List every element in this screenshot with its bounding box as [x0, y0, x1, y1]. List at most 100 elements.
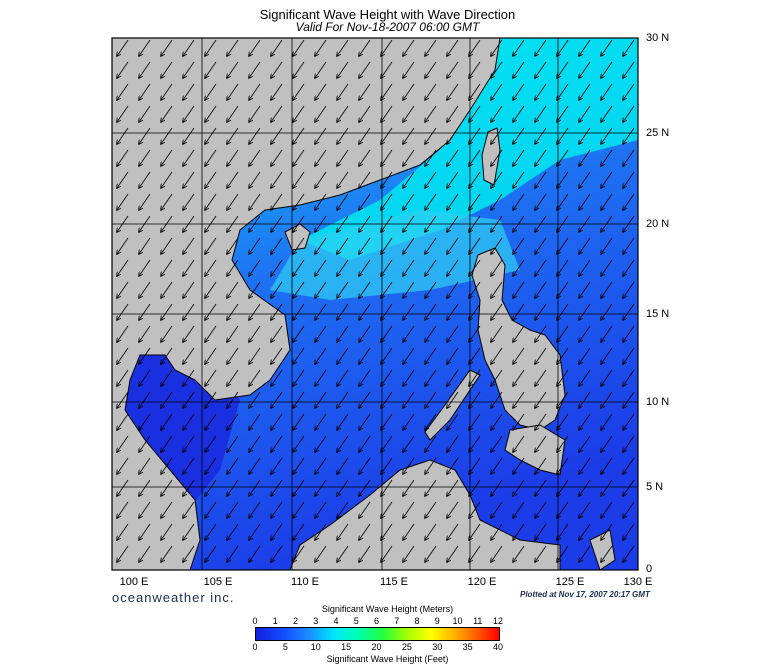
wave-direction-arrow: [161, 259, 173, 276]
wave-direction-arrow: [403, 83, 415, 100]
wave-direction-arrow: [535, 237, 547, 254]
wave-direction-arrow: [403, 303, 415, 320]
wave-direction-arrow: [623, 193, 635, 210]
lat-label-15n: 15 N: [646, 308, 670, 320]
wave-direction-arrow: [513, 237, 525, 254]
wave-direction-arrow: [117, 149, 129, 166]
wave-direction-arrow: [161, 149, 173, 166]
wave-direction-arrow: [161, 479, 173, 496]
wave-direction-arrow: [535, 171, 547, 188]
wave-direction-arrow: [271, 545, 283, 562]
wave-direction-arrow: [205, 237, 217, 254]
wave-direction-arrow: [205, 479, 217, 496]
wave-direction-arrow: [513, 545, 525, 562]
wave-direction-arrow: [359, 435, 371, 452]
wave-direction-arrow: [293, 171, 305, 188]
wave-direction-arrow: [623, 457, 635, 474]
wave-direction-arrow: [227, 369, 239, 386]
wave-direction-arrow: [381, 237, 393, 254]
wave-direction-arrow: [293, 215, 305, 232]
wave-direction-arrow: [161, 413, 173, 430]
wave-direction-arrow: [513, 413, 525, 430]
wave-direction-arrow: [557, 149, 569, 166]
wave-direction-arrow: [337, 171, 349, 188]
wave-direction-arrow: [337, 501, 349, 518]
wave-direction-arrow: [557, 479, 569, 496]
wave-direction-arrow: [623, 215, 635, 232]
wave-direction-arrow: [579, 193, 591, 210]
wave-direction-arrow: [491, 369, 503, 386]
wave-direction-arrow: [623, 83, 635, 100]
wave-direction-arrow: [491, 61, 503, 78]
philippines: [471, 247, 566, 431]
wave-direction-arrow: [513, 281, 525, 298]
wave-direction-arrow: [337, 435, 349, 452]
wave-direction-arrow: [293, 501, 305, 518]
wave-direction-arrow: [315, 281, 327, 298]
wave-direction-arrow: [557, 347, 569, 364]
wave-direction-arrow: [425, 391, 437, 408]
wave-direction-arrow: [601, 545, 613, 562]
wave-direction-arrow: [579, 347, 591, 364]
wave-direction-arrow: [337, 127, 349, 144]
valid-time-subtitle: Valid For Nov-18-2007 06:00 GMT: [295, 20, 480, 34]
wave-direction-arrow: [557, 303, 569, 320]
lon-label-115e: 115 E: [380, 576, 408, 588]
wave-direction-arrow: [557, 259, 569, 276]
wave-direction-arrow: [513, 259, 525, 276]
wave-direction-arrow: [227, 149, 239, 166]
wave-direction-arrow: [535, 83, 547, 100]
wave-direction-arrow: [403, 369, 415, 386]
wave-direction-arrow: [513, 325, 525, 342]
wave-direction-arrow: [359, 127, 371, 144]
wave-direction-arrow: [337, 105, 349, 122]
wave-direction-arrow: [315, 413, 327, 430]
wave-direction-arrow: [579, 457, 591, 474]
wave-direction-arrow: [513, 127, 525, 144]
wave-direction-arrow: [447, 303, 459, 320]
lon-label-100e: 100 E: [119, 576, 149, 588]
wave-direction-arrow: [557, 171, 569, 188]
wave-direction-arrow: [315, 479, 327, 496]
wave-direction-arrow: [315, 171, 327, 188]
wave-direction-arrow: [227, 39, 239, 56]
wave-direction-arrow: [535, 303, 547, 320]
wave-direction-arrow: [183, 61, 195, 78]
wave-direction-arrow: [491, 435, 503, 452]
wave-direction-arrow: [183, 171, 195, 188]
wave-direction-arrow: [447, 61, 459, 78]
sulawesi: [589, 529, 616, 570]
wave-direction-arrow: [205, 61, 217, 78]
wave-direction-arrow: [227, 457, 239, 474]
meters-tick: 4: [333, 616, 339, 626]
wave-direction-arrow: [491, 127, 503, 144]
wave-direction-arrow: [249, 149, 261, 166]
wave-direction-arrow: [271, 369, 283, 386]
wave-direction-arrow: [403, 347, 415, 364]
wave-direction-arrow: [117, 479, 129, 496]
wave-direction-arrow: [249, 325, 261, 342]
wave-direction-arrow: [161, 457, 173, 474]
colorbar-meters-title: Significant Wave Height (Meters): [321, 604, 454, 614]
wave-direction-arrow: [293, 457, 305, 474]
wave-direction-arrow: [535, 545, 547, 562]
lon-label-125e: 125 E: [555, 576, 585, 588]
wave-direction-arrow: [227, 127, 239, 144]
wave-direction-arrow: [315, 105, 327, 122]
wave-direction-arrow: [381, 479, 393, 496]
wave-direction-arrow: [315, 83, 327, 100]
wave-direction-arrow: [469, 479, 481, 496]
wave-direction-arrows: [117, 39, 635, 562]
wave-direction-arrow: [293, 303, 305, 320]
meters-tick: 8: [414, 616, 420, 626]
meters-tick: 12: [492, 616, 503, 626]
wave-direction-arrow: [469, 391, 481, 408]
wave-direction-arrow: [161, 325, 173, 342]
wave-direction-arrow: [315, 303, 327, 320]
wave-direction-arrow: [359, 215, 371, 232]
wave-direction-arrow: [425, 281, 437, 298]
wave-direction-arrow: [601, 479, 613, 496]
wave-direction-arrow: [381, 171, 393, 188]
wave-direction-arrow: [447, 413, 459, 430]
wave-direction-arrow: [381, 83, 393, 100]
